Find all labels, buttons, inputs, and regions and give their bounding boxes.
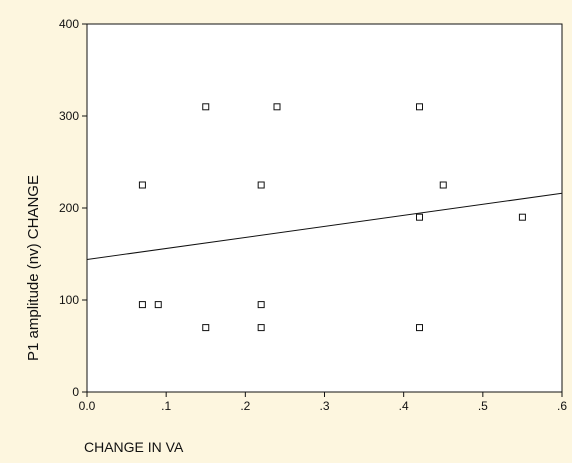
data-point — [518, 213, 526, 221]
data-point — [138, 301, 146, 309]
data-point — [257, 181, 265, 189]
plot-area — [86, 23, 563, 393]
x-axis: 0.0 .1 .2 .3 .4 .5 .6 — [79, 392, 567, 413]
data-point — [202, 324, 210, 332]
y-axis: 0 100 200 300 400 — [59, 17, 87, 399]
data-point — [416, 324, 423, 332]
data-point — [257, 301, 265, 309]
data-point — [439, 181, 447, 189]
data-point — [416, 213, 423, 221]
data-points — [138, 103, 526, 332]
x-tick-label: 0.0 — [79, 399, 96, 413]
y-axis-label: P1 amplitude (nv) CHANGE — [25, 175, 42, 361]
y-tick-label: 0 — [72, 385, 79, 399]
y-tick-label: 300 — [59, 109, 79, 123]
y-tick-label: 400 — [59, 17, 79, 31]
x-tick-label: .3 — [319, 399, 329, 413]
x-tick-label: .5 — [478, 399, 488, 413]
x-axis-label: CHANGE IN VA — [84, 439, 184, 455]
x-tick-label: .4 — [399, 399, 409, 413]
x-tick-label: .2 — [240, 399, 250, 413]
data-point — [202, 103, 210, 111]
data-point — [273, 103, 281, 111]
regression-line — [86, 192, 563, 261]
data-point — [138, 181, 146, 189]
data-point — [416, 103, 423, 111]
y-tick-label: 200 — [59, 201, 79, 215]
x-tick-label: .6 — [557, 399, 567, 413]
data-point — [154, 301, 162, 309]
x-tick-label: .1 — [161, 399, 171, 413]
data-point — [257, 324, 265, 332]
y-tick-label: 100 — [59, 293, 79, 307]
